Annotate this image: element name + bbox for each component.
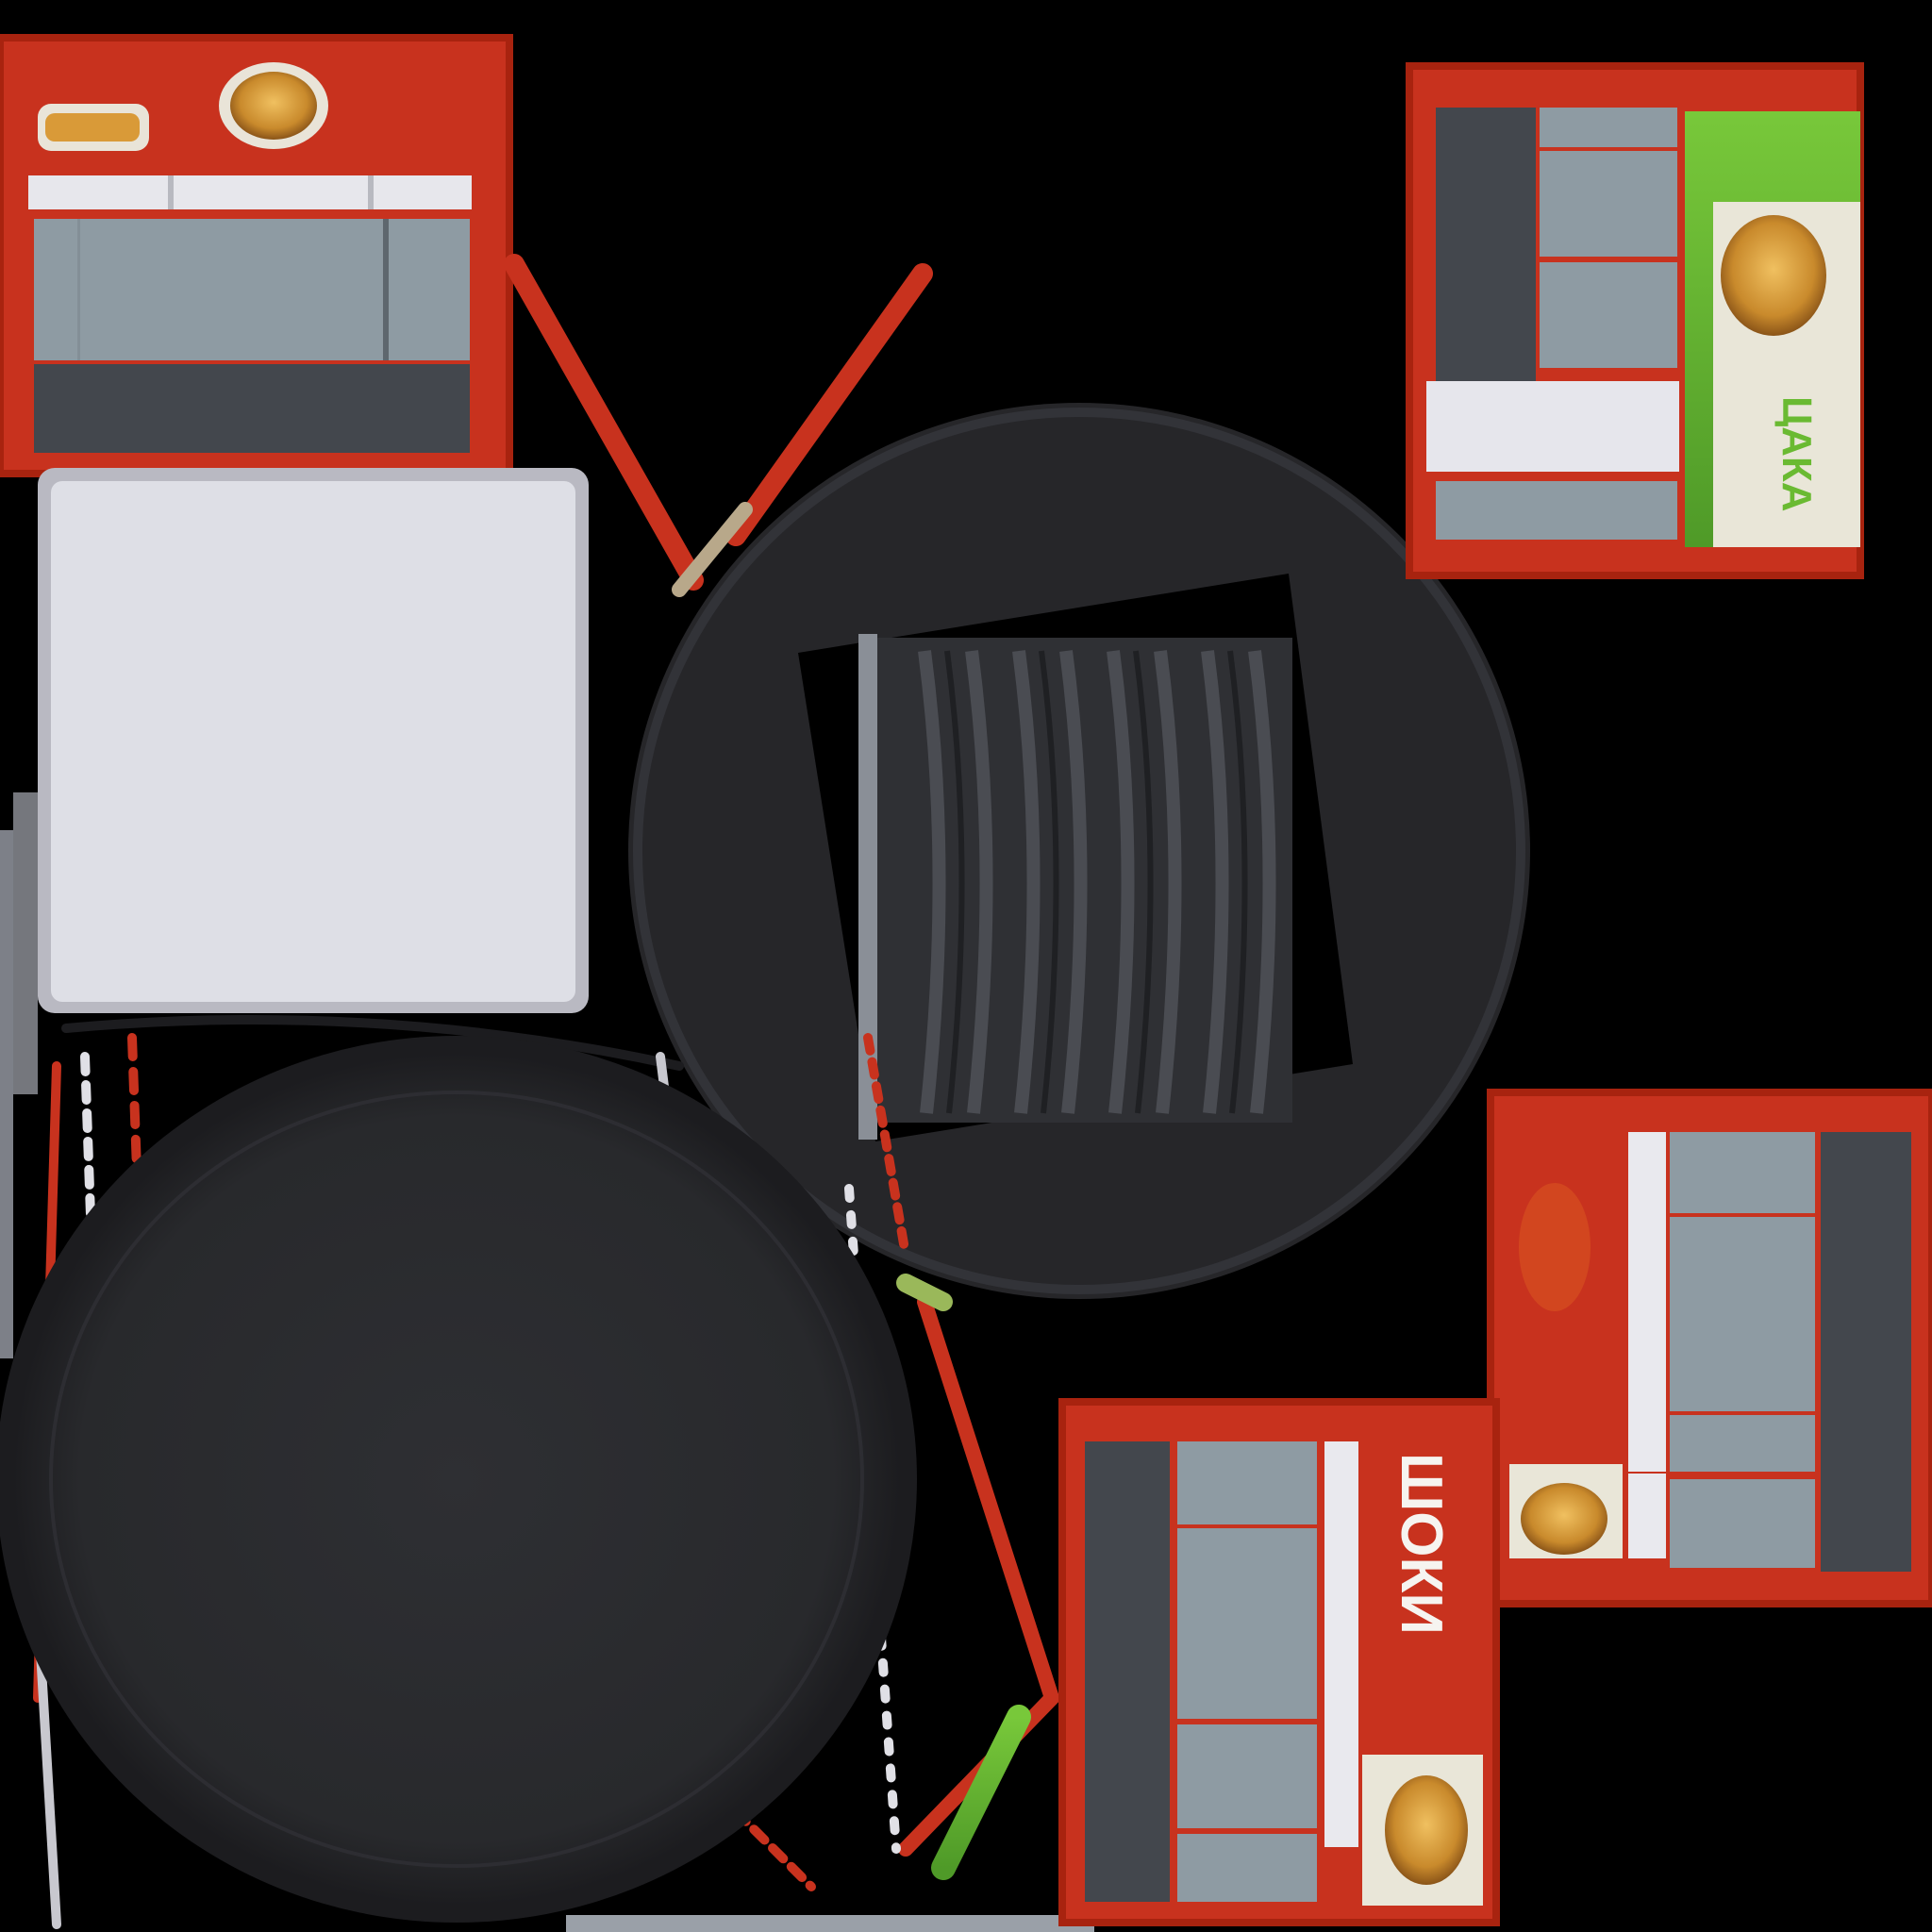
top-left-sign-panel [0, 34, 513, 477]
lower-right-panel-text: ШОКИ [1389, 1453, 1454, 1635]
upper-right-sign-panel: ЦАКА [1406, 62, 1864, 579]
food-item-sandwich-icon [38, 104, 149, 151]
lower-right-sign-panel: ШОКИ [1058, 1398, 1500, 1926]
white-panel [38, 468, 589, 1013]
burger-ad-icon-3 [1385, 1775, 1468, 1885]
red-pole-right [672, 263, 933, 597]
burger-ad-icon [1721, 215, 1826, 336]
wheel-disc [0, 1036, 917, 1923]
left-edge-strip [0, 792, 38, 1358]
right-middle-sign-panel [1487, 1089, 1932, 1607]
burger-ad-icon-2 [1521, 1483, 1607, 1555]
upper-right-panel-text: ЦАКА [1774, 396, 1820, 512]
tire-ring [628, 403, 1530, 1299]
red-pole-left [504, 254, 704, 591]
bottom-bar-piece [566, 1915, 1094, 1932]
food-item-burger-icon [219, 62, 328, 149]
tire-tread [858, 634, 1292, 1140]
faded-logo-icon [1519, 1183, 1591, 1311]
